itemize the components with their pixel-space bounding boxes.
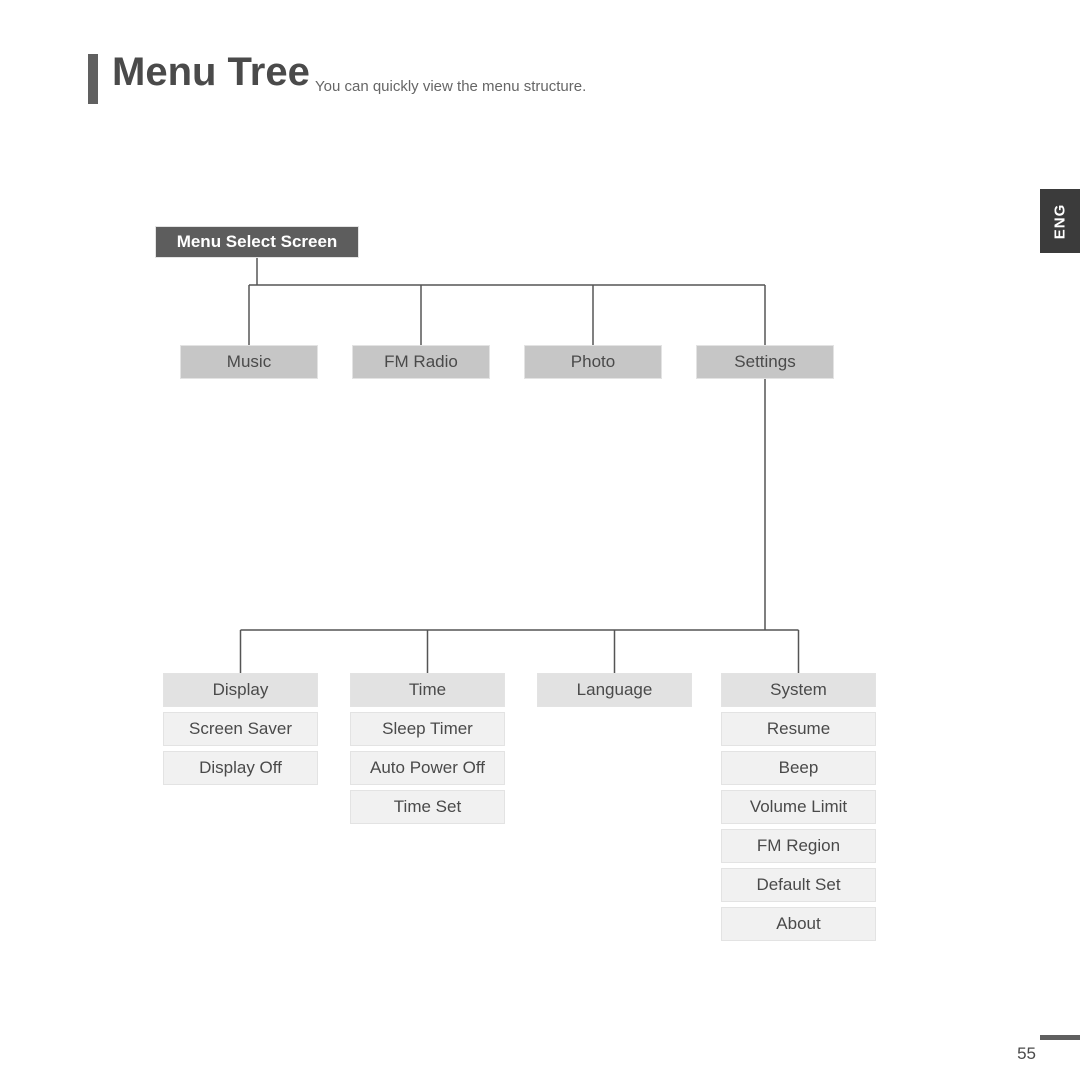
language-tab-label: ENG [1051,203,1068,239]
l2-display: Display [163,673,318,707]
page-number: 55 [1017,1044,1036,1064]
title-accent-bar [88,54,98,104]
l3-system-2: Volume Limit [721,790,876,824]
tree-connectors [0,0,1080,1080]
l3-time-1: Auto Power Off [350,751,505,785]
l3-display-0: Screen Saver [163,712,318,746]
l1-settings: Settings [696,345,834,379]
l3-system-5: About [721,907,876,941]
l2-time: Time [350,673,505,707]
l3-system-1: Beep [721,751,876,785]
l2-language: Language [537,673,692,707]
l2-system: System [721,673,876,707]
l3-system-0: Resume [721,712,876,746]
l3-time-0: Sleep Timer [350,712,505,746]
root-node: Menu Select Screen [155,226,359,258]
l3-system-3: FM Region [721,829,876,863]
l3-display-1: Display Off [163,751,318,785]
page-corner-mark [1040,1035,1080,1040]
page-title: Menu Tree [112,50,310,95]
page-subtitle: You can quickly view the menu structure. [315,78,586,95]
language-tab: ENG [1040,189,1080,253]
l1-music: Music [180,345,318,379]
l3-system-4: Default Set [721,868,876,902]
l1-fmradio: FM Radio [352,345,490,379]
l3-time-2: Time Set [350,790,505,824]
l1-photo: Photo [524,345,662,379]
